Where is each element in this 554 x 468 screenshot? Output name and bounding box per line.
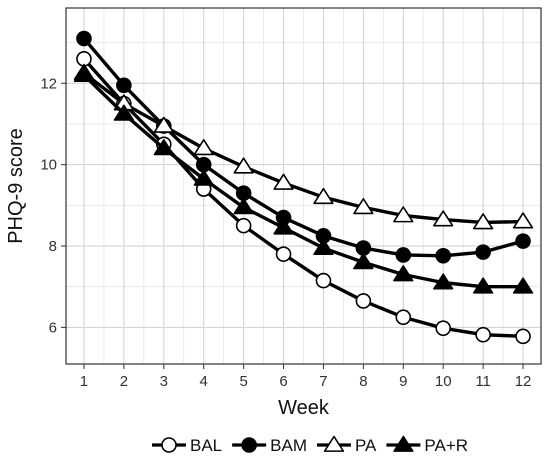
legend-item-pa: PA (316, 435, 377, 455)
data-point-pa-r (153, 139, 174, 156)
series-pa-r (73, 65, 534, 294)
data-point-pa (353, 198, 374, 215)
data-point-bam (355, 240, 372, 256)
data-point-pa-r (313, 238, 334, 255)
data-point-pa (153, 116, 174, 133)
y-tick-label: 8 (49, 238, 57, 255)
data-point-bal (76, 51, 92, 67)
legend-key-marker (161, 437, 177, 453)
legend-label: PA (355, 436, 377, 455)
legend: BAL BAM PA PA+R (152, 435, 468, 455)
data-point-pa (512, 212, 534, 229)
data-point-pa-r (393, 265, 414, 282)
data-point-pa (193, 139, 214, 156)
series-layer (73, 30, 534, 345)
data-point-pa-r (233, 198, 254, 215)
data-point-bal (395, 309, 412, 326)
data-point-bal (315, 272, 332, 289)
data-point-bal (355, 293, 372, 309)
data-point-pa (233, 157, 254, 174)
legend-key-marker (241, 437, 257, 453)
legend-key-marker (323, 435, 345, 452)
data-point-bal (475, 326, 491, 343)
y-tick-label: 6 (49, 319, 57, 336)
data-point-pa-r (472, 277, 494, 294)
data-point-bam (76, 30, 92, 47)
data-point-pa (273, 173, 294, 190)
series-bal (76, 51, 531, 345)
data-point-pa-r (193, 169, 214, 186)
grid-layer (66, 8, 541, 364)
data-point-bam (235, 185, 252, 201)
x-tick-label: 8 (359, 373, 367, 390)
legend-label: BAM (270, 436, 307, 455)
data-point-pa-r (512, 277, 534, 294)
x-axis-title: Week (278, 397, 330, 419)
x-tick-label: 2 (120, 373, 128, 390)
data-point-pa-r (113, 104, 135, 121)
x-tick-label: 3 (160, 373, 168, 390)
legend-label: BAL (190, 436, 222, 455)
legend-item-bam: BAM (232, 436, 307, 455)
x-tick-label: 5 (239, 373, 247, 390)
data-point-pa-r (73, 65, 95, 83)
x-tick-label: 1 (80, 373, 88, 390)
data-point-pa (313, 187, 334, 205)
data-point-bal (235, 217, 252, 234)
x-tick-label: 9 (399, 373, 407, 390)
data-point-pa-r (433, 273, 454, 290)
y-axis-title: PHQ-9 score (5, 128, 27, 244)
data-point-bal (515, 328, 531, 345)
data-point-pa (472, 213, 494, 230)
x-tick-label: 11 (475, 373, 491, 390)
data-point-bam (195, 156, 212, 173)
legend-item-pa-r: PA+R (386, 435, 468, 455)
y-tick-label: 12 (40, 75, 57, 92)
data-point-bal (275, 246, 292, 262)
data-point-pa (393, 206, 414, 223)
data-point-pa-r (353, 252, 374, 270)
x-tick-label: 10 (435, 373, 452, 390)
legend-label: PA+R (424, 436, 468, 455)
data-point-bam (116, 77, 132, 94)
y-tick-label: 10 (40, 157, 57, 174)
data-point-pa-r (273, 218, 294, 235)
data-point-bal (435, 320, 452, 336)
legend-item-bal: BAL (152, 436, 222, 455)
data-point-bam (395, 247, 412, 263)
data-point-bam (515, 233, 531, 249)
x-tick-label: 7 (319, 373, 327, 390)
x-tick-label: 12 (515, 373, 532, 390)
legend-key-marker (393, 435, 414, 452)
x-tick-label: 4 (200, 373, 208, 390)
data-point-bam (475, 244, 491, 260)
series-pa (73, 63, 534, 230)
data-point-bam (435, 247, 452, 264)
plot-frame (65, 7, 542, 365)
x-tick-label: 6 (279, 373, 287, 390)
data-point-pa (433, 210, 454, 227)
